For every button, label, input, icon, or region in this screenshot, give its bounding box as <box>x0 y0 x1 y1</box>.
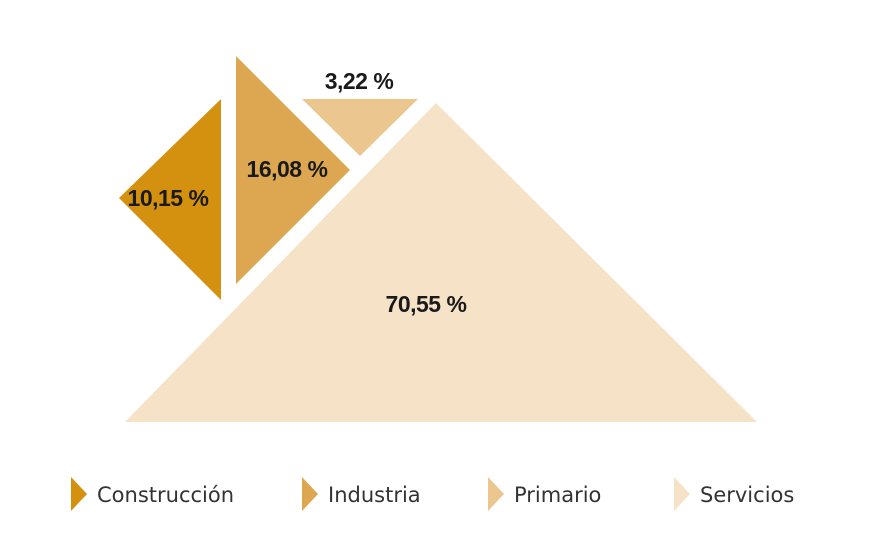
value-label-servicios: 70,55 % <box>386 291 467 317</box>
value-label-primario: 3,22 % <box>325 68 394 94</box>
legend-marker-servicios <box>674 477 690 511</box>
legend-marker-industria <box>302 477 318 511</box>
slice-primario <box>302 99 418 156</box>
value-label-industria: 16,08 % <box>247 156 328 182</box>
chart-shapes <box>119 56 757 422</box>
chart-value-labels: 10,15 % 16,08 % 3,22 % 70,55 % <box>128 68 467 317</box>
slice-servicios <box>125 103 757 422</box>
slice-industria <box>236 56 350 284</box>
legend-label-construccion: Construcción <box>97 483 234 507</box>
chart-legend: Construcción Industria Primario Servicios <box>71 477 794 511</box>
legend-marker-primario <box>488 477 504 511</box>
value-label-construccion: 10,15 % <box>128 185 209 211</box>
slice-construccion <box>119 99 221 300</box>
legend-label-primario: Primario <box>514 483 601 507</box>
legend-label-servicios: Servicios <box>700 483 794 507</box>
legend-marker-construccion <box>71 477 87 511</box>
legend-label-industria: Industria <box>328 483 421 507</box>
